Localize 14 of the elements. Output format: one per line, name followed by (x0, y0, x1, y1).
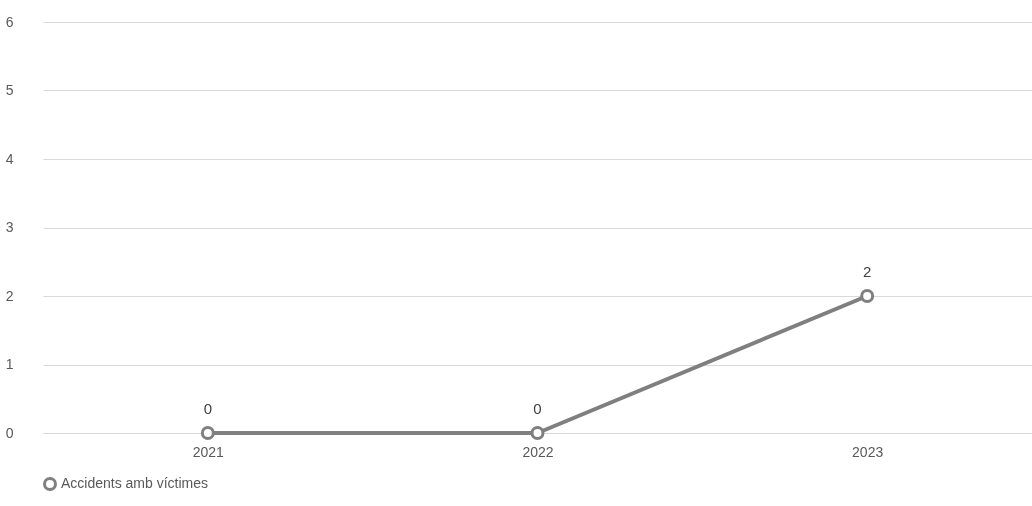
y-tick-label: 3 (5, 219, 14, 235)
y-tick-label: 6 (5, 13, 14, 30)
y-tick-label: 2 (5, 287, 14, 304)
x-tick-label: 2023 (852, 443, 884, 460)
data-label: 0 (203, 400, 213, 417)
y-tick-label: 4 (5, 150, 14, 167)
y-tick-label: 5 (5, 82, 14, 98)
x-tick-label: 2021 (192, 443, 225, 460)
x-tick-label: 2022 (522, 443, 554, 460)
data-label: 0 (533, 400, 542, 417)
data-label: 2 (862, 263, 872, 280)
y-tick-label: 0 (5, 424, 14, 441)
y-tick-label: 1 (5, 356, 14, 372)
legend-label: Accidents amb víctimes (61, 475, 209, 491)
